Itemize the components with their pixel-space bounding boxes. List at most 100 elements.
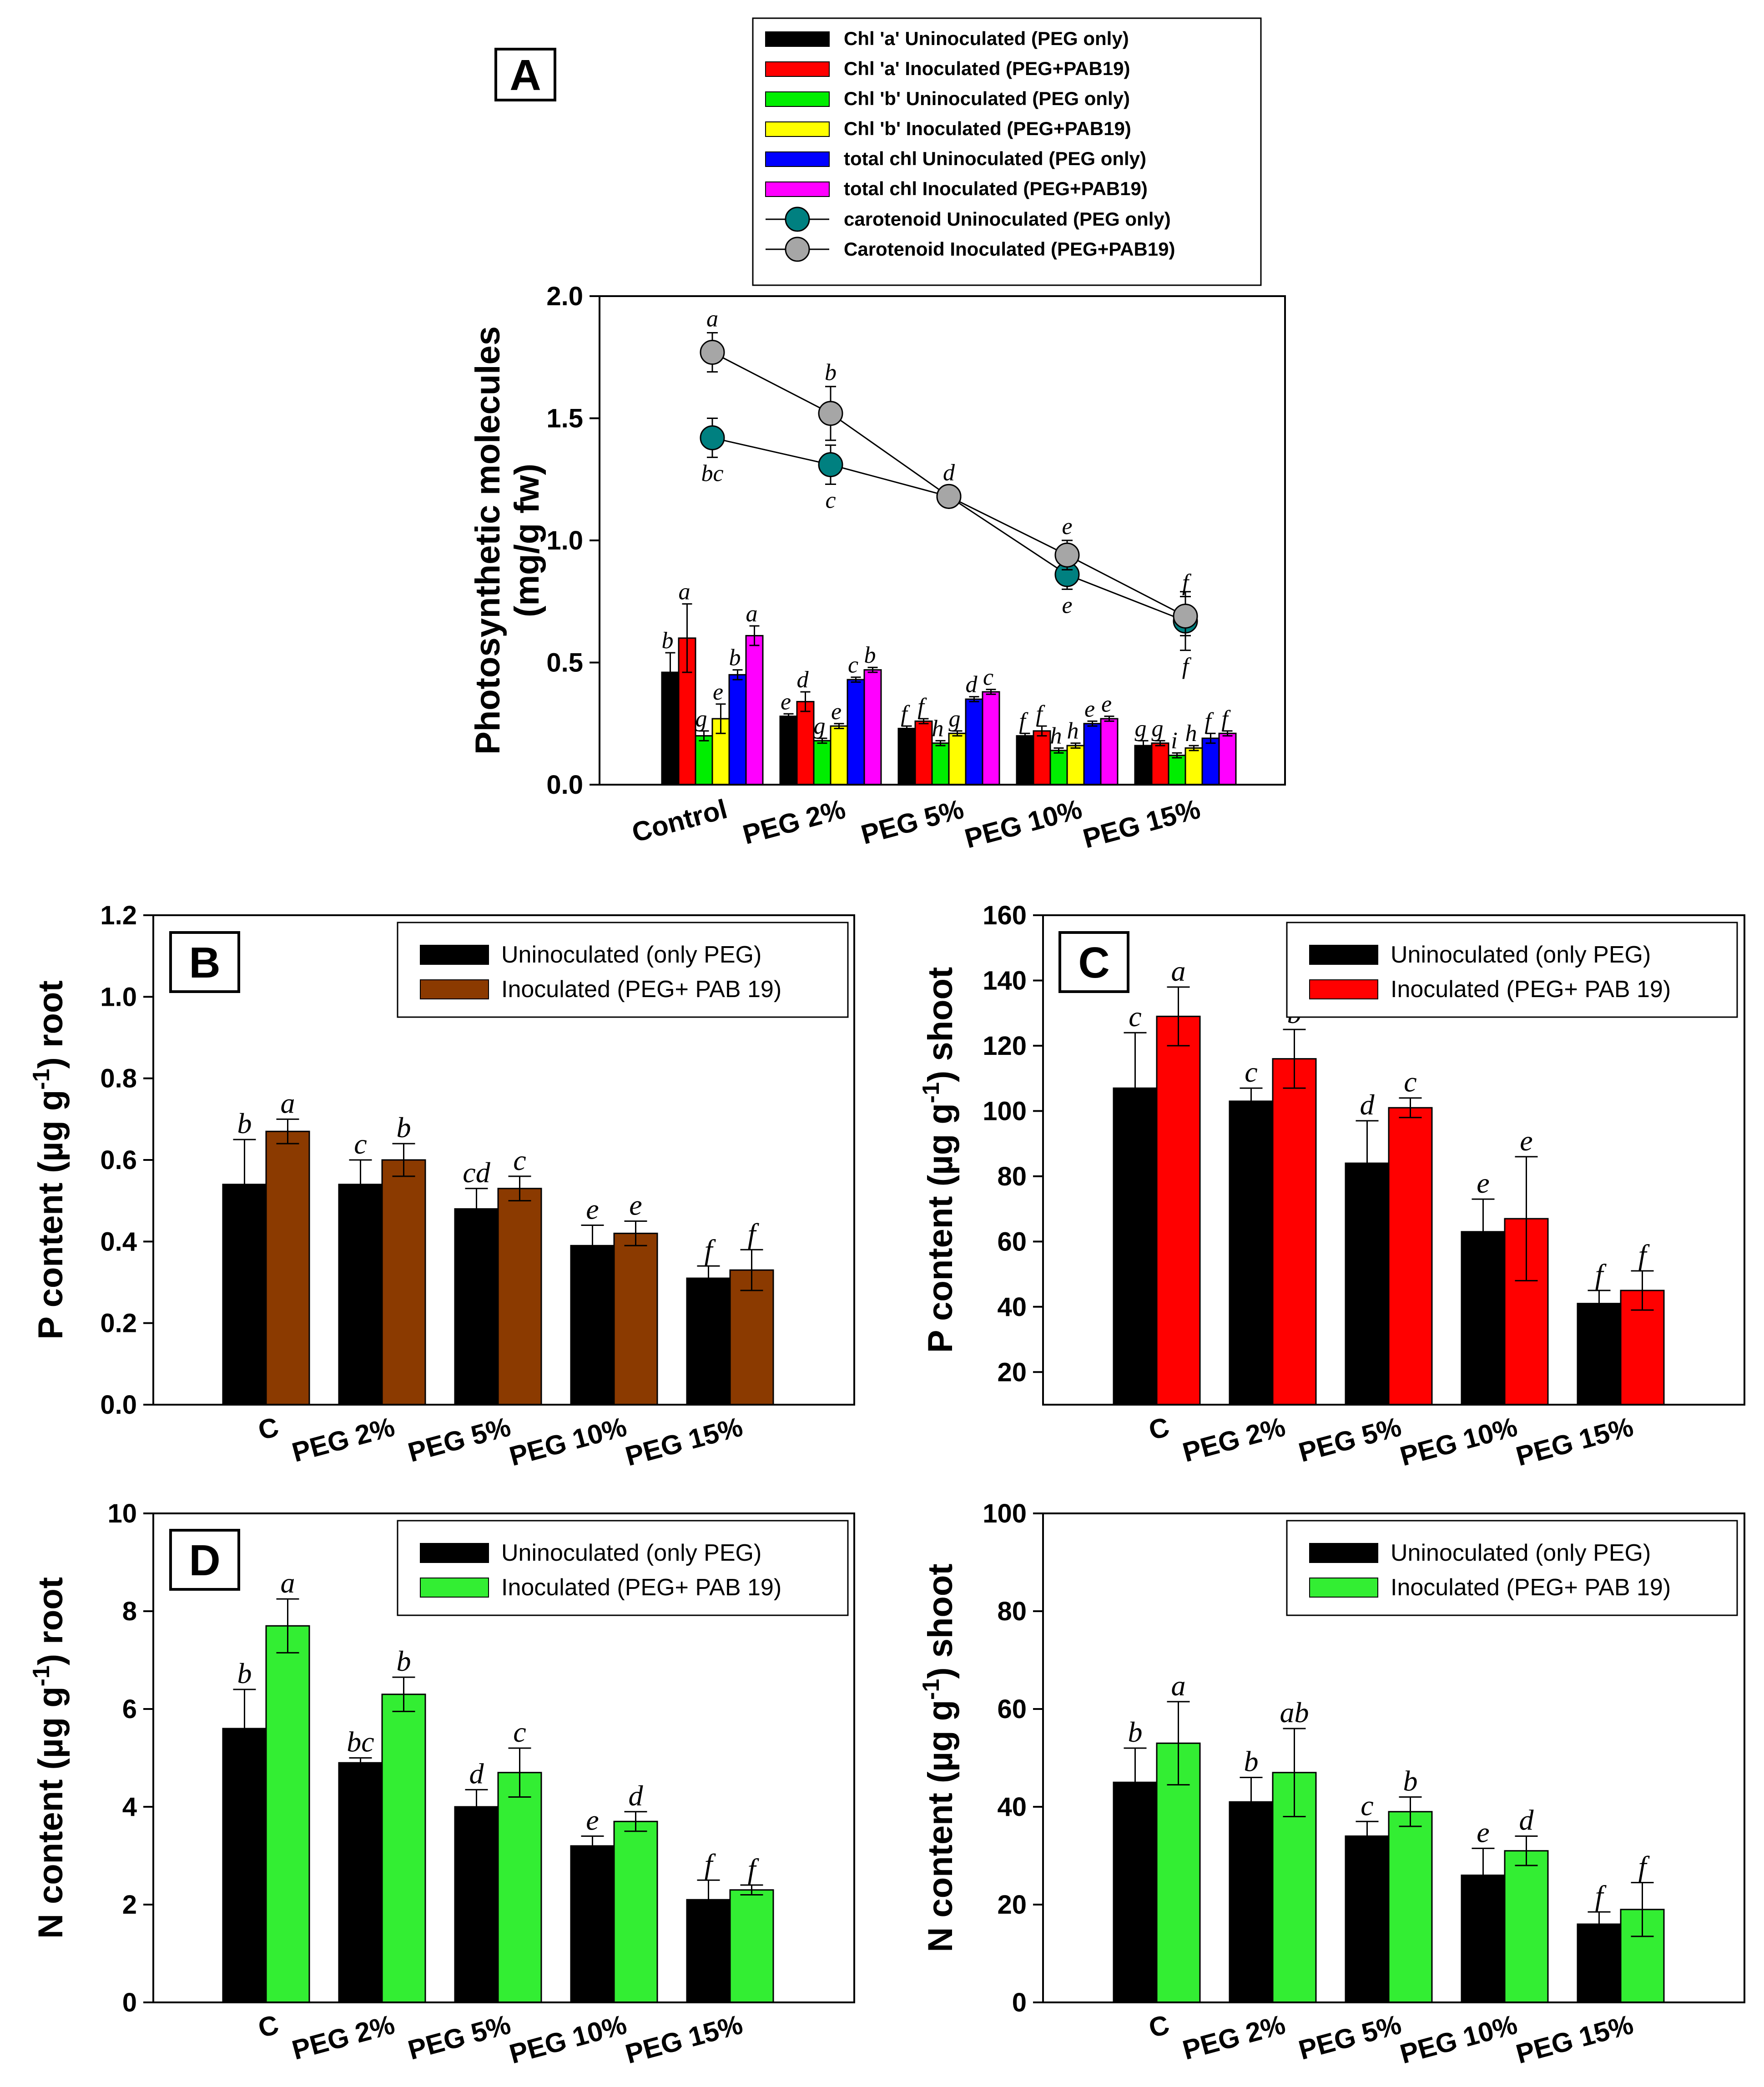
y-tick-label: 0.2 — [100, 1309, 137, 1338]
bar — [729, 1889, 774, 2003]
legend: Chl 'a' Uninoculated (PEG only) Chl 'a' I… — [752, 17, 1262, 286]
significance-letter: g — [949, 706, 961, 732]
y-tick-label: 1.5 — [546, 404, 583, 434]
legend-label: total chl Inoculated (PEG+PAB19) — [844, 178, 1148, 199]
significance-letter: d — [966, 672, 978, 698]
significance-letter: c — [513, 1144, 526, 1176]
y-axis-label-part: N content ( — [921, 1771, 960, 1952]
bar — [1229, 1100, 1274, 1406]
y-tick-label: 0.0 — [546, 770, 583, 800]
bar — [1388, 1107, 1433, 1406]
legend-box — [397, 1520, 849, 1616]
bar — [897, 727, 916, 786]
significance-letter: h — [1050, 723, 1062, 749]
y-axis-label: Photosynthetic molecules(mg/g fw) — [469, 326, 546, 755]
bar — [265, 1625, 310, 2003]
x-tick-label: PEG 10% — [962, 794, 1085, 854]
y-axis-label-part: ) root — [31, 1577, 70, 1665]
data-point — [818, 452, 843, 478]
y-tick-label: 60 — [997, 1694, 1027, 1724]
x-tick-label: PEG 5% — [405, 2009, 514, 2066]
legend: Uninoculated (only PEG) Inoculated (PEG+ … — [397, 922, 849, 1018]
y-axis-label: N content (µg g-1) shoot — [918, 1563, 960, 1952]
significance-letter: f — [705, 1848, 716, 1880]
significance-letter: d — [1519, 1804, 1534, 1836]
bar — [948, 732, 967, 786]
legend-swatch — [420, 1578, 489, 1598]
significance-letter: c — [825, 487, 836, 513]
significance-letter: b — [864, 642, 876, 668]
y-tick-label: 0.6 — [100, 1145, 137, 1175]
bar — [1151, 742, 1169, 786]
x-tick-label: PEG 15% — [622, 2009, 746, 2070]
bar — [914, 720, 933, 786]
legend-swatch — [765, 61, 830, 77]
bar — [779, 716, 798, 786]
x-tick-label: PEG 2% — [740, 794, 849, 850]
y-tick-label: 100 — [983, 1096, 1027, 1126]
y-tick-label: 1.0 — [546, 526, 583, 555]
y-tick-label: 0 — [122, 1988, 137, 2017]
significance-letter: f — [1019, 708, 1028, 734]
legend-label: Uninoculated (only PEG) — [501, 1540, 761, 1566]
bar — [1134, 745, 1153, 786]
legend-label: Chl 'a' Uninoculated (PEG only) — [844, 28, 1129, 49]
significance-letter: b — [397, 1111, 411, 1144]
x-tick-label: PEG 10% — [1397, 1411, 1521, 1472]
y-tick-label: 0.8 — [100, 1064, 137, 1094]
x-tick-label: PEG 2% — [1179, 2009, 1289, 2066]
y-tick-label: 1.0 — [100, 982, 137, 1012]
significance-letter: f — [917, 694, 927, 720]
significance-letter: b — [662, 628, 674, 654]
legend: Uninoculated (only PEG) Inoculated (PEG+ … — [1286, 1520, 1738, 1616]
legend: Uninoculated (only PEG) Inoculated (PEG+ … — [1286, 922, 1738, 1018]
significance-letter: c — [513, 1716, 526, 1748]
y-axis-label-part: g g — [31, 1686, 70, 1738]
legend-box — [397, 922, 849, 1018]
significance-letter: c — [1245, 1056, 1257, 1088]
significance-letter: d — [1360, 1089, 1375, 1121]
micro-symbol: µ — [31, 1142, 70, 1162]
x-tick-label: PEG 10% — [1397, 2009, 1521, 2070]
legend-marker — [785, 237, 810, 262]
significance-letter: g — [696, 706, 707, 732]
significance-letter: a — [1171, 1669, 1186, 1702]
significance-letter: f — [1182, 654, 1192, 680]
micro-symbol: µ — [921, 1155, 960, 1175]
bar — [982, 691, 1000, 786]
y-axis-label-part: g g — [921, 1700, 960, 1752]
x-tick-label: PEG 2% — [289, 1411, 398, 1468]
bar — [1229, 1801, 1274, 2003]
x-tick-label: PEG 10% — [506, 1411, 630, 1472]
x-tick-label: C — [255, 1411, 282, 1446]
significance-letter: bc — [347, 1726, 374, 1758]
significance-letter: f — [1205, 708, 1214, 734]
y-tick-label: 2 — [122, 1890, 137, 1920]
significance-letter: f — [1036, 701, 1045, 727]
significance-letter: c — [354, 1128, 367, 1160]
bar — [613, 1232, 658, 1406]
significance-letter: e — [586, 1193, 599, 1225]
y-tick-label: 100 — [983, 1499, 1027, 1528]
significance-letter: h — [1185, 721, 1197, 746]
significance-letter: cd — [463, 1156, 490, 1189]
panel-label-box — [169, 1529, 240, 1591]
panel-label-box — [169, 931, 240, 993]
bar — [1218, 732, 1237, 786]
bar — [1100, 718, 1119, 786]
significance-letter: a — [281, 1087, 295, 1119]
bar — [497, 1188, 542, 1406]
y-tick-label: 80 — [997, 1597, 1027, 1626]
significance-letter: d — [629, 1779, 644, 1812]
superscript: -1 — [28, 1069, 55, 1089]
significance-letter: c — [848, 652, 858, 678]
legend-label: Chl 'b' Uninoculated (PEG only) — [844, 88, 1130, 109]
y-tick-label: 0.0 — [100, 1390, 137, 1420]
y-axis-label-line: Photosynthetic molecules — [469, 326, 507, 755]
legend-swatch — [1309, 1543, 1378, 1563]
bar — [1201, 737, 1220, 786]
legend-marker — [785, 207, 810, 232]
bar — [965, 698, 983, 786]
